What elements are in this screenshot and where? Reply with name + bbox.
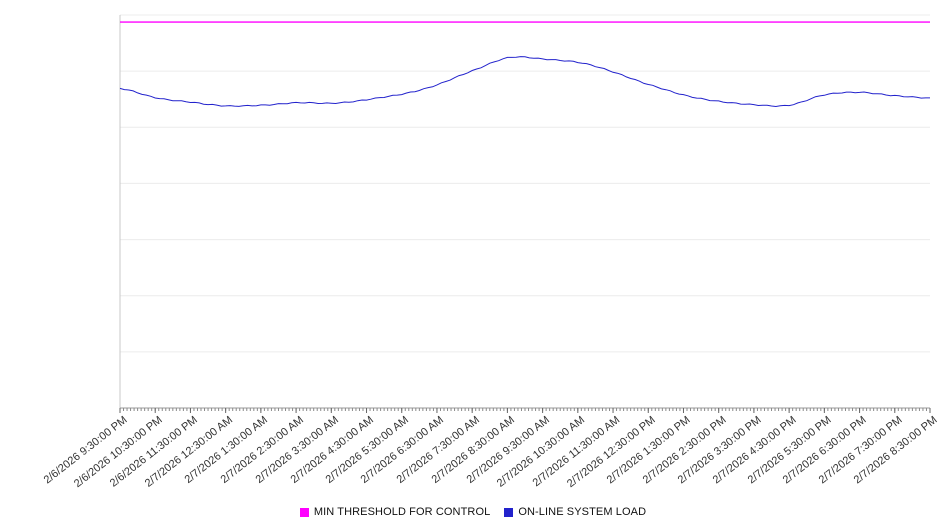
legend-item-threshold: MIN THRESHOLD FOR CONTROL	[299, 506, 491, 518]
load-line	[119, 56, 930, 108]
legend-label-load: ON-LINE SYSTEM LOAD	[518, 506, 647, 518]
legend-swatch-threshold-icon	[299, 507, 309, 517]
chart-legend: MIN THRESHOLD FOR CONTROL ON-LINE SYSTEM…	[0, 506, 946, 518]
legend-item-load: ON-LINE SYSTEM LOAD	[504, 506, 646, 518]
legend-label-threshold: MIN THRESHOLD FOR CONTROL	[313, 506, 491, 518]
legend-swatch-load-icon	[504, 507, 514, 517]
